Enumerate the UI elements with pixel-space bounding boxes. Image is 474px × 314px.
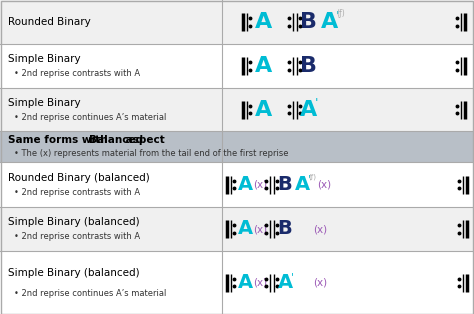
Text: A: A bbox=[255, 12, 273, 32]
Bar bbox=[0, 0, 474, 44]
Bar bbox=[0, 44, 474, 88]
Text: A: A bbox=[237, 273, 253, 292]
Text: (x): (x) bbox=[253, 180, 267, 190]
Text: A: A bbox=[277, 273, 292, 292]
Text: A: A bbox=[294, 175, 310, 194]
Text: (x): (x) bbox=[313, 224, 327, 234]
Text: Rounded Binary (balanced): Rounded Binary (balanced) bbox=[8, 173, 150, 183]
Text: (ƒ): (ƒ) bbox=[337, 8, 346, 18]
Text: Simple Binary: Simple Binary bbox=[8, 54, 81, 64]
Text: A: A bbox=[237, 219, 253, 239]
Text: • 2nd reprise contrasts with A: • 2nd reprise contrasts with A bbox=[14, 188, 140, 197]
Text: A: A bbox=[301, 100, 318, 120]
Text: (ƒ): (ƒ) bbox=[308, 173, 316, 180]
Bar bbox=[0, 251, 474, 314]
Text: • 2nd reprise contrasts with A: • 2nd reprise contrasts with A bbox=[14, 232, 140, 241]
Text: A: A bbox=[255, 100, 273, 120]
Bar bbox=[0, 88, 474, 131]
Bar bbox=[0, 207, 474, 251]
Text: Simple Binary: Simple Binary bbox=[8, 98, 81, 108]
Text: • 2nd reprise continues A’s material: • 2nd reprise continues A’s material bbox=[14, 289, 166, 298]
Bar bbox=[0, 162, 474, 207]
Text: Rounded Binary: Rounded Binary bbox=[8, 17, 91, 27]
Text: • 2nd reprise continues A’s material: • 2nd reprise continues A’s material bbox=[14, 113, 166, 122]
Text: (x): (x) bbox=[253, 224, 267, 234]
Text: A: A bbox=[237, 175, 253, 194]
Bar bbox=[0, 131, 474, 162]
Text: Balanced: Balanced bbox=[89, 135, 143, 145]
Text: ': ' bbox=[336, 9, 340, 23]
Text: B: B bbox=[278, 219, 292, 239]
Text: Same forms with: Same forms with bbox=[8, 135, 111, 145]
Text: Simple Binary (balanced): Simple Binary (balanced) bbox=[8, 268, 140, 278]
Text: aspect: aspect bbox=[122, 135, 165, 145]
Text: (x): (x) bbox=[317, 180, 331, 190]
Text: ': ' bbox=[291, 273, 293, 283]
Text: ': ' bbox=[308, 175, 310, 185]
Text: • 2nd reprise contrasts with A: • 2nd reprise contrasts with A bbox=[14, 69, 140, 78]
Text: B: B bbox=[301, 12, 318, 32]
Text: A: A bbox=[255, 56, 273, 76]
Text: B: B bbox=[278, 175, 292, 194]
Text: ': ' bbox=[315, 97, 319, 110]
Text: (x): (x) bbox=[313, 278, 327, 288]
Text: • The (x) represents material from the tail end of the first reprise: • The (x) represents material from the t… bbox=[14, 149, 289, 158]
Text: Simple Binary (balanced): Simple Binary (balanced) bbox=[8, 217, 140, 227]
Text: A: A bbox=[321, 12, 338, 32]
Text: B: B bbox=[301, 56, 318, 76]
Text: (x): (x) bbox=[253, 278, 267, 288]
